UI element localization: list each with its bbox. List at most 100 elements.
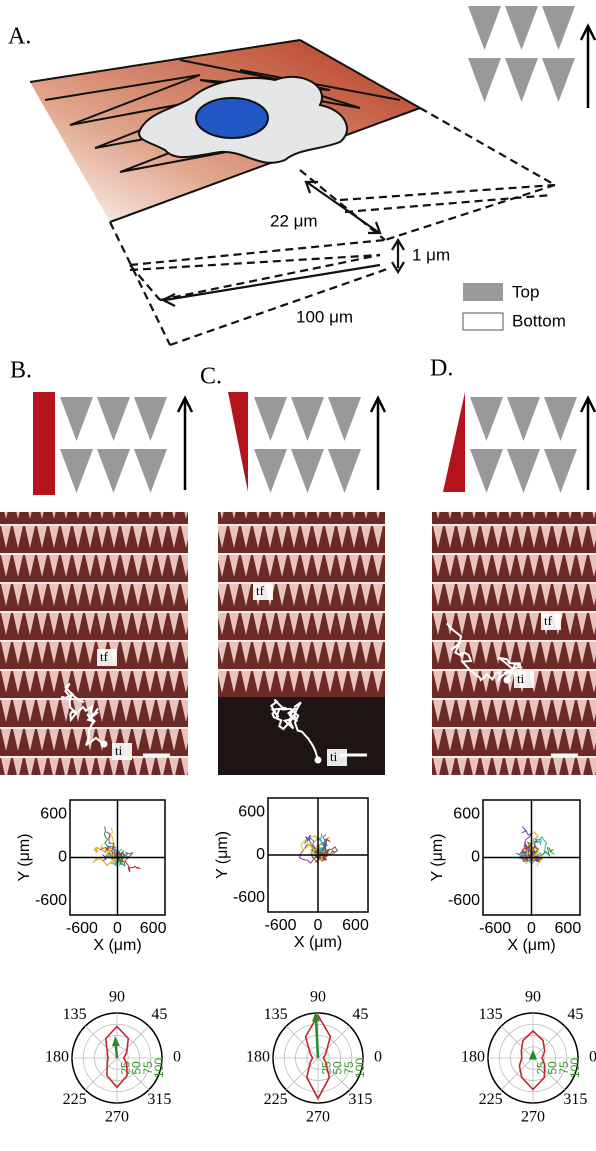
width-label: 22 μm — [270, 211, 318, 230]
angle-label: 45 — [567, 1006, 583, 1023]
x-tick-label: -600 — [479, 920, 511, 937]
angle-label: 225 — [479, 1091, 503, 1108]
angle-label: 180 — [45, 1049, 69, 1066]
y-tick-label: 0 — [471, 849, 480, 866]
angle-label: 180 — [461, 1049, 485, 1066]
polar-spoke — [286, 1058, 318, 1090]
micrograph-dark — [218, 697, 385, 775]
micrograph — [432, 512, 596, 775]
angle-label: 315 — [147, 1091, 171, 1108]
track-start — [315, 757, 322, 764]
panel-label: A. — [8, 24, 31, 50]
track-start — [504, 677, 511, 684]
angle-label: 270 — [306, 1109, 330, 1126]
x-tick-label: 600 — [342, 917, 369, 934]
ratchet-icon — [60, 397, 93, 441]
ratchet-icon — [254, 449, 287, 493]
angle-label: 0 — [374, 1049, 382, 1066]
r-tick-label: 100 — [152, 1058, 166, 1078]
ratchet-icon — [291, 397, 324, 441]
legend-swatch — [463, 313, 503, 330]
ratchet-icon — [134, 397, 167, 441]
ratchet-icon — [470, 397, 503, 441]
y-axis-label: Y (μm) — [16, 833, 33, 881]
polar-spoke — [318, 1026, 350, 1058]
angle-label: 0 — [173, 1049, 181, 1066]
angle-label: 270 — [105, 1109, 129, 1126]
x-tick-label: 0 — [113, 920, 122, 937]
gradient-icon — [443, 392, 465, 492]
micrograph — [0, 512, 188, 775]
angle-label: 45 — [151, 1006, 167, 1023]
x-axis-label: X (μm) — [93, 937, 141, 954]
dimension-arrows — [163, 182, 404, 306]
mean-vector-head — [112, 1036, 120, 1046]
angle-label: 135 — [479, 1006, 503, 1023]
ratchet-icon — [97, 397, 130, 441]
image-label: tf — [256, 583, 265, 598]
polar-spoke — [533, 1026, 565, 1058]
r-tick-label: 100 — [568, 1058, 582, 1078]
ratchet-icon — [544, 397, 577, 441]
polar-spoke — [85, 1058, 117, 1090]
y-tick-label: 600 — [40, 806, 67, 823]
x-tick-label: -600 — [264, 917, 296, 934]
gradient-icon — [228, 392, 248, 492]
x-axis-label: X (μm) — [294, 934, 342, 951]
ratchet-icon — [468, 58, 501, 102]
gradient-icon — [33, 392, 55, 495]
ratchet-icon — [542, 6, 575, 50]
ratchet-icon — [507, 449, 540, 493]
ratchet-icon — [328, 449, 361, 493]
angle-label: 225 — [264, 1091, 288, 1108]
length-label: 100 μm — [296, 307, 353, 326]
y-axis-label: Y (μm) — [214, 831, 231, 879]
nucleus — [196, 98, 268, 138]
angle-label: 90 — [109, 989, 125, 1006]
x-tick-label: 600 — [555, 920, 582, 937]
polar-spoke — [501, 1026, 533, 1058]
angle-label: 135 — [63, 1006, 87, 1023]
ratchet-icon — [97, 449, 130, 493]
polar-spoke — [286, 1026, 318, 1058]
angle-label: 135 — [264, 1006, 288, 1023]
y-tick-label: -600 — [35, 892, 67, 909]
image-label: ti — [517, 671, 525, 686]
ratchet-icon — [505, 6, 538, 50]
panel-label: D. — [430, 356, 453, 382]
height-label: 1 μm — [412, 245, 450, 264]
image-label: ti — [330, 749, 338, 764]
panel-label: C. — [200, 364, 222, 390]
track-start — [101, 741, 108, 748]
angle-label: 225 — [63, 1091, 87, 1108]
angle-label: 0 — [589, 1049, 596, 1066]
x-tick-label: 600 — [140, 920, 167, 937]
y-tick-label: 600 — [238, 803, 265, 820]
ratchet-icon — [254, 397, 287, 441]
ratchet-icon — [468, 6, 501, 50]
ratchet-icon — [328, 397, 361, 441]
legend-swatch — [463, 283, 503, 301]
ratchet-icon — [291, 449, 324, 493]
ratchet-icon — [60, 449, 93, 493]
angle-label: 90 — [525, 989, 541, 1006]
angle-label: 315 — [348, 1091, 372, 1108]
ratchet-icon — [134, 449, 167, 493]
angle-label: 45 — [352, 1006, 368, 1023]
y-tick-label: -600 — [233, 889, 265, 906]
ratchet-icon — [507, 397, 540, 441]
angle-label: 90 — [310, 989, 326, 1006]
ratchet-icon — [544, 449, 577, 493]
image-label: tf — [100, 649, 109, 664]
angle-label: 315 — [563, 1091, 587, 1108]
x-tick-label: 0 — [314, 917, 323, 934]
angle-label: 180 — [246, 1049, 270, 1066]
legend-label: Top — [512, 282, 539, 301]
legend-label: Bottom — [512, 311, 566, 330]
x-tick-label: 0 — [527, 920, 536, 937]
ratchet-icon — [505, 58, 538, 102]
y-tick-label: -600 — [448, 892, 480, 909]
ratchet-icon — [542, 58, 575, 102]
x-tick-label: -600 — [66, 920, 98, 937]
y-axis-label: Y (μm) — [429, 833, 446, 881]
